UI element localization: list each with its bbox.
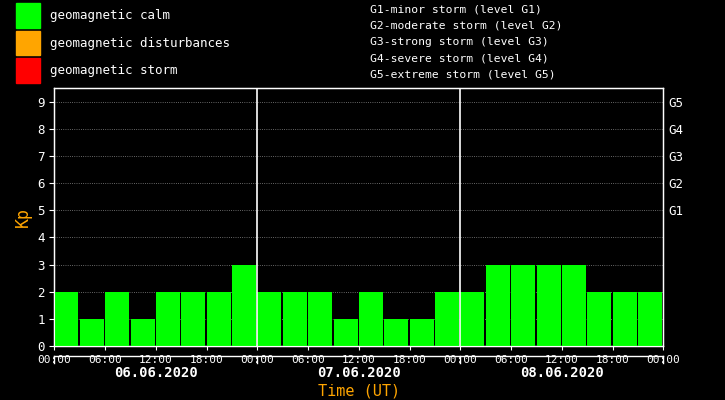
Text: 07.06.2020: 07.06.2020: [317, 366, 401, 380]
Bar: [562, 264, 586, 346]
Bar: [384, 319, 408, 346]
Text: 06.06.2020: 06.06.2020: [114, 366, 198, 380]
Text: G4-severe storm (level G4): G4-severe storm (level G4): [370, 53, 549, 63]
Bar: [359, 292, 383, 346]
Bar: [410, 319, 434, 346]
Bar: [207, 292, 231, 346]
Text: geomagnetic calm: geomagnetic calm: [50, 9, 170, 22]
Bar: [308, 292, 332, 346]
Bar: [435, 292, 459, 346]
Bar: [130, 319, 154, 346]
Bar: [156, 292, 180, 346]
Text: G2-moderate storm (level G2): G2-moderate storm (level G2): [370, 21, 563, 31]
Bar: [16, 58, 40, 82]
Bar: [232, 264, 256, 346]
Bar: [16, 4, 40, 28]
Bar: [486, 264, 510, 346]
Bar: [105, 292, 129, 346]
Bar: [257, 292, 281, 346]
Bar: [283, 292, 307, 346]
Bar: [80, 319, 104, 346]
Text: G5-extreme storm (level G5): G5-extreme storm (level G5): [370, 70, 555, 80]
Bar: [536, 264, 560, 346]
Bar: [460, 292, 484, 346]
Bar: [334, 319, 357, 346]
Y-axis label: Kp: Kp: [14, 207, 32, 227]
Text: G1-minor storm (level G1): G1-minor storm (level G1): [370, 4, 542, 14]
Bar: [587, 292, 611, 346]
Bar: [16, 31, 40, 55]
Text: geomagnetic disturbances: geomagnetic disturbances: [50, 36, 230, 50]
Bar: [181, 292, 205, 346]
Bar: [613, 292, 637, 346]
Text: G3-strong storm (level G3): G3-strong storm (level G3): [370, 37, 549, 47]
Text: Time (UT): Time (UT): [318, 383, 400, 398]
Bar: [54, 292, 78, 346]
Text: 08.06.2020: 08.06.2020: [520, 366, 604, 380]
Bar: [511, 264, 535, 346]
Text: geomagnetic storm: geomagnetic storm: [50, 64, 178, 77]
Bar: [638, 292, 662, 346]
